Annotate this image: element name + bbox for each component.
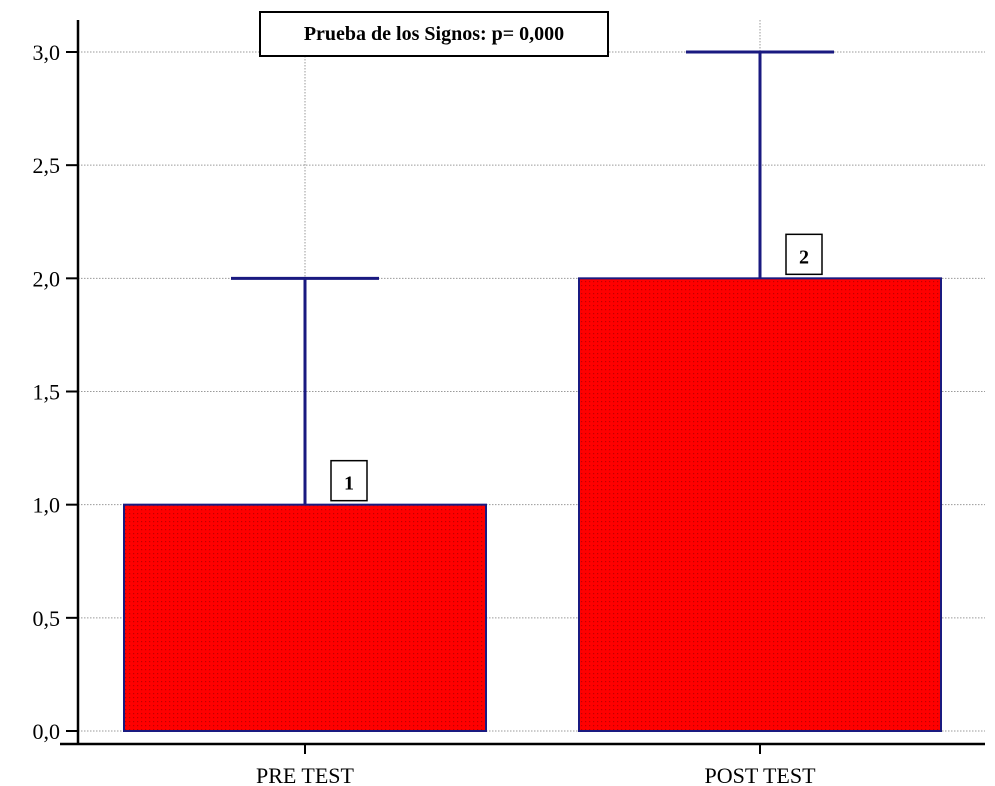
bars-group [123, 277, 942, 732]
y-tick-label: 0,5 [33, 606, 61, 631]
y-tick-label: 1,5 [33, 380, 61, 405]
data-label: 2 [799, 246, 809, 268]
error-bars-group [231, 50, 834, 505]
data-label-box [330, 459, 368, 502]
bar-post-test [578, 277, 942, 732]
y-tick-label: 2,5 [33, 153, 61, 178]
y-tick-label: 2,0 [33, 266, 61, 291]
x-tick-label: PRE TEST [256, 763, 355, 786]
axes-group [60, 20, 985, 754]
annotation-group: Prueba de los Signos: p= 0,000 [259, 11, 609, 57]
annotation-box [259, 11, 609, 57]
y-tick-label: 1,0 [33, 493, 61, 518]
bar-pre-test [123, 503, 487, 732]
data-label: 1 [344, 473, 354, 495]
y-tick-label: 3,0 [33, 40, 61, 65]
y-tick-label: 0,0 [33, 719, 61, 744]
data-label-box [785, 233, 823, 276]
labels-group: 0,0 0,5 1,0 1,5 2,0 2,5 3,0 PRE TEST POST TEST 1 2 [33, 40, 823, 786]
annotation-text: Prueba de los Signos: p= 0,000 [304, 23, 564, 45]
x-tick-label: POST TEST [704, 763, 816, 786]
